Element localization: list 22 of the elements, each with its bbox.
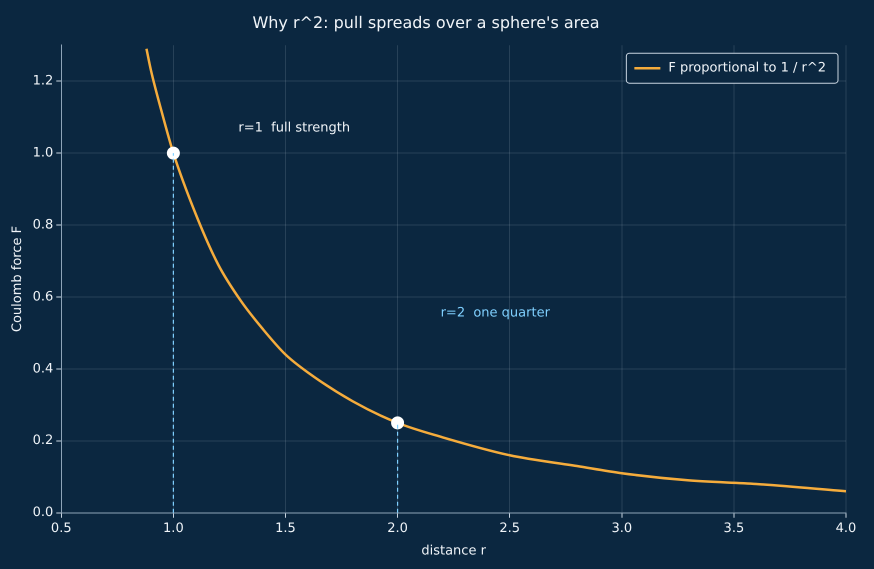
y-tick-label: 0.4 — [32, 361, 54, 376]
y-axis-title: Coulomb force F — [10, 226, 26, 332]
x-tick-label: 2.5 — [499, 520, 520, 536]
x-tick-label: 4.0 — [836, 520, 856, 536]
x-tick-label: 1.5 — [275, 520, 296, 536]
x-tick-label: 2.0 — [387, 520, 408, 536]
chart-title: Why r^2: pull spreads over a sphere's area — [252, 12, 600, 32]
x-tick-label: 0.5 — [50, 520, 72, 536]
y-tick-label: 1.0 — [32, 145, 54, 160]
x-axis-title: distance r — [421, 544, 487, 559]
y-tick-label: 0.8 — [32, 217, 54, 232]
y-tick-label: 0.2 — [32, 433, 54, 448]
y-tick-label: 0.0 — [32, 505, 54, 520]
annotation: r=1 full strength — [238, 120, 350, 136]
legend-label: F proportional to 1 / r^2 — [668, 60, 826, 76]
y-tick-label: 1.2 — [32, 74, 54, 89]
annotation: r=2 one quarter — [440, 305, 551, 320]
y-tick-label: 0.6 — [32, 289, 54, 304]
x-tick-label: 3.5 — [724, 520, 744, 536]
line-series — [145, 48, 846, 492]
x-tick-label: 3.0 — [611, 520, 632, 536]
x-tick-label: 1.0 — [163, 520, 184, 536]
